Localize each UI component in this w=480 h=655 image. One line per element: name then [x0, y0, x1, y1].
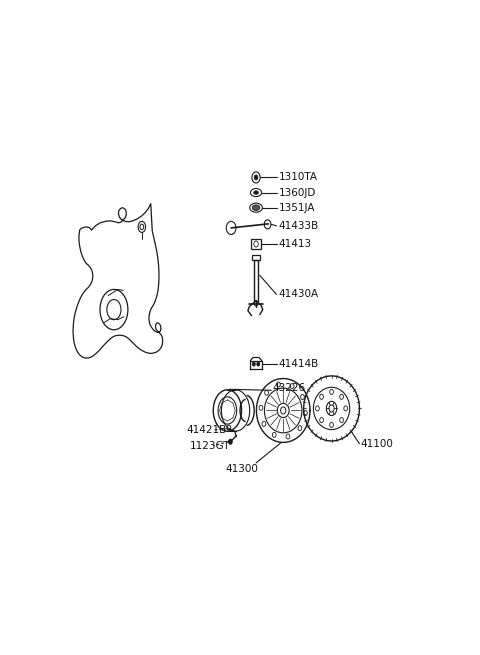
Text: 1351JA: 1351JA	[279, 202, 315, 213]
Circle shape	[228, 440, 232, 444]
Text: 41100: 41100	[360, 439, 394, 449]
Circle shape	[257, 362, 260, 366]
Text: 41433B: 41433B	[279, 221, 319, 231]
Circle shape	[252, 362, 255, 366]
Text: 1123GT: 1123GT	[190, 441, 230, 451]
Text: 41414B: 41414B	[279, 358, 319, 369]
Ellipse shape	[253, 191, 258, 195]
Text: 1360JD: 1360JD	[279, 187, 316, 198]
Text: 41413: 41413	[279, 239, 312, 249]
Text: 41421B: 41421B	[186, 425, 227, 435]
Bar	[252, 255, 260, 260]
Ellipse shape	[252, 205, 260, 210]
Circle shape	[254, 175, 258, 180]
Bar	[254, 260, 258, 301]
Text: 43226: 43226	[273, 383, 306, 393]
Text: 1310TA: 1310TA	[279, 172, 318, 183]
Text: 41300: 41300	[226, 464, 259, 474]
Text: 41430A: 41430A	[279, 290, 319, 299]
